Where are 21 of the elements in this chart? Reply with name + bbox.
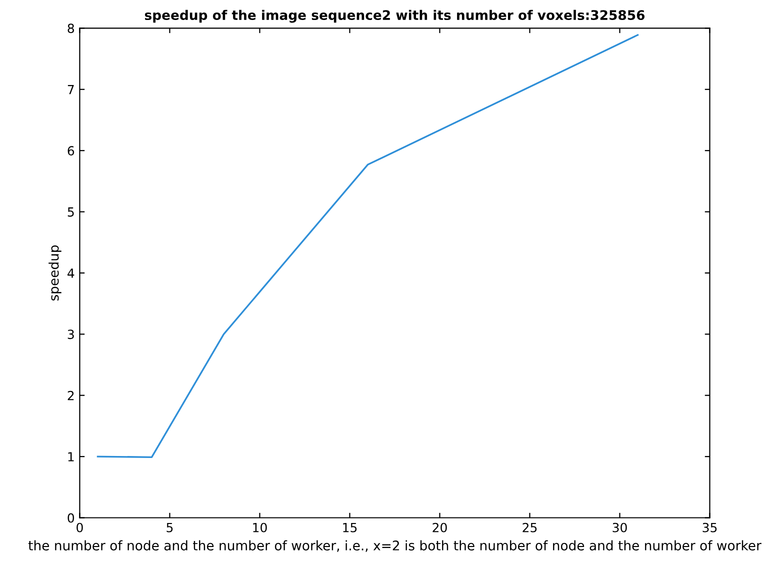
x-tick-label: 5 (166, 523, 173, 532)
x-tick-label: 0 (76, 522, 83, 532)
y-tick-label: 7 (68, 85, 74, 94)
y-tick-label: 5 (68, 207, 74, 217)
x-tick-label: 15 (343, 523, 357, 532)
chart-title: speedup of the image sequence2 with its number of voxels:325856 (144, 10, 645, 23)
y-tick-label: 0 (68, 513, 74, 523)
line-series (96, 34, 639, 458)
x-tick-label: 10 (253, 522, 267, 532)
y-tick-label: 8 (68, 24, 74, 34)
y-tick-label: 6 (68, 146, 74, 156)
y-axis-title: speedup (48, 245, 62, 301)
y-tick-label: 4 (68, 268, 74, 278)
x-axis-title: the number of node and the number of worker, i.e., x=2 is both the number of node and the number of worker (28, 540, 762, 552)
y-tick-label: 3 (68, 330, 74, 340)
x-tick-label: 30 (612, 522, 627, 532)
y-tick-label: 1 (68, 452, 74, 462)
x-tick-label: 35 (702, 522, 717, 532)
y-tick-label: 2 (68, 390, 74, 400)
x-tick-label: 20 (432, 522, 447, 532)
x-tick-label: 25 (522, 522, 537, 532)
